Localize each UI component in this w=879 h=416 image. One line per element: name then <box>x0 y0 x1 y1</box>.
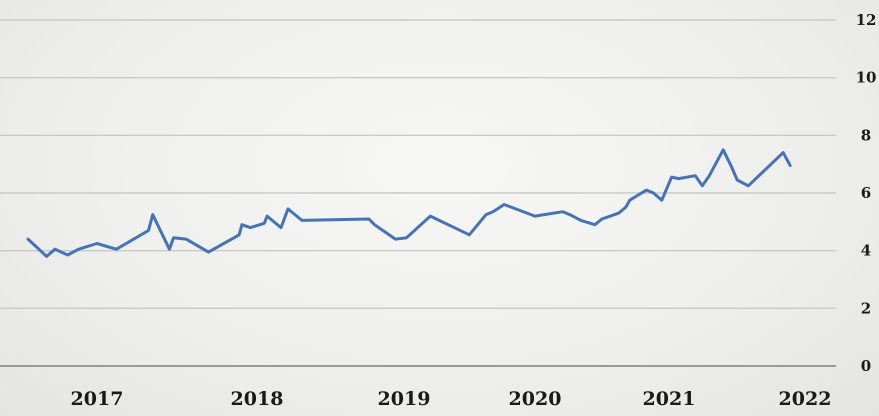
x-axis-ticks: 2017 2018 2019 2020 2021 2022 <box>71 388 832 410</box>
y-axis-ticks: 0 2 4 6 8 10 12 <box>856 11 877 375</box>
series-line <box>26 148 792 258</box>
y-tick-label: 8 <box>861 126 871 144</box>
y-tick-label: 2 <box>861 299 871 317</box>
x-tick-label: 2019 <box>378 388 431 410</box>
series-layer <box>26 148 792 258</box>
x-tick-label: 2017 <box>71 388 124 410</box>
y-tick-label: 0 <box>861 357 871 375</box>
x-tick-label: 2021 <box>643 388 696 410</box>
x-tick-label: 2020 <box>509 388 562 410</box>
y-tick-label: 4 <box>861 242 871 260</box>
x-tick-label: 2018 <box>231 388 284 410</box>
y-tick-label: 12 <box>856 11 877 29</box>
y-tick-label: 6 <box>861 184 871 202</box>
x-tick-label: 2022 <box>779 388 832 410</box>
gridlines <box>0 19 836 367</box>
y-tick-label: 10 <box>856 69 877 87</box>
